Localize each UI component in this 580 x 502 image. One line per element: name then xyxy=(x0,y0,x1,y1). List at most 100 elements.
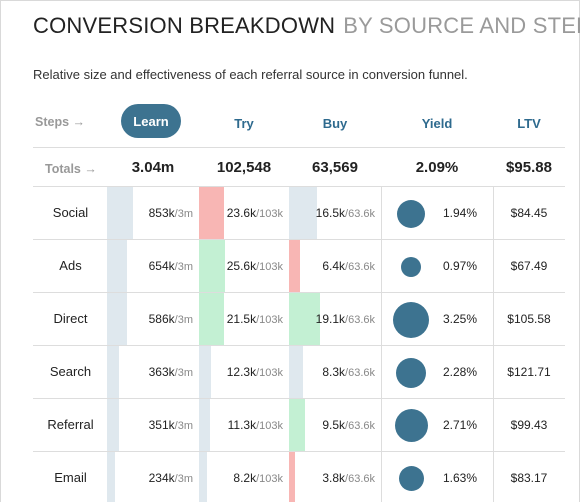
ltv-value: $83.17 xyxy=(510,471,548,485)
table-row[interactable]: Referral xyxy=(33,399,565,452)
page-title: CONVERSION BREAKDOWN BY SOURCE AND STEP xyxy=(33,13,580,39)
cell-learn: 586k/3m xyxy=(107,293,199,346)
table-row[interactable]: Search xyxy=(33,346,565,399)
cell-buy: 3.8k/63.6k xyxy=(289,452,381,502)
buy-share-bar xyxy=(289,293,320,346)
row-divider xyxy=(33,398,565,399)
try-value: 21.5k xyxy=(226,312,257,326)
buy-value: 3.8k xyxy=(322,471,346,485)
ltv-value: $105.58 xyxy=(507,312,551,326)
try-value: 11.3k xyxy=(227,418,257,432)
yield-value: 1.94% xyxy=(443,206,478,220)
ltv-value: $84.45 xyxy=(510,206,548,220)
learn-share-bar xyxy=(107,187,133,240)
learn-share-bar xyxy=(107,399,119,452)
row-divider xyxy=(33,292,565,293)
buy-total: /63.6k xyxy=(345,420,375,432)
buy-value: 8.3k xyxy=(322,365,346,379)
try-share-bar xyxy=(199,293,224,346)
cell-buy: 8.3k/63.6k xyxy=(289,346,381,399)
total-learn: 3.04m xyxy=(131,159,175,176)
learn-total: /3m xyxy=(174,208,193,220)
yield-bubble xyxy=(396,357,426,388)
row-divider xyxy=(33,239,565,240)
yield-value: 3.25% xyxy=(443,312,478,326)
title-main: CONVERSION BREAKDOWN xyxy=(33,13,336,38)
try-share-bar xyxy=(199,399,210,452)
description: Relative size and effectiveness of each … xyxy=(33,67,468,82)
ltv-column-header[interactable]: LTV xyxy=(517,115,541,131)
totals-label: Totals → xyxy=(45,162,97,176)
buy-share-bar xyxy=(289,240,300,293)
column-divider xyxy=(381,187,382,502)
learn-value: 351k xyxy=(148,418,175,432)
cell-buy: 16.5k/63.6k xyxy=(289,187,381,240)
header-divider xyxy=(33,147,565,148)
yield-value: 0.97% xyxy=(443,259,478,273)
try-total: /103k xyxy=(256,314,283,326)
learn-value: 853k xyxy=(148,206,175,220)
column-divider xyxy=(493,187,494,502)
yield-bubble xyxy=(393,301,429,338)
cell-try: 12.3k/103k xyxy=(199,346,289,399)
table-row[interactable]: Email xyxy=(33,452,565,502)
cell-try: 25.6k/103k xyxy=(199,240,289,293)
step-buy-tab[interactable]: Buy xyxy=(322,115,348,131)
learn-total: /3m xyxy=(174,261,193,273)
row-source-label: Email xyxy=(54,470,87,485)
table-row[interactable]: Direct xyxy=(33,293,565,346)
try-total: /103k xyxy=(256,367,283,379)
step-learn-button[interactable]: Learn xyxy=(121,104,181,138)
try-total: /103k xyxy=(256,208,283,220)
cell-try: 11.3k/103k xyxy=(199,399,289,452)
yield-bubble xyxy=(394,409,428,442)
table-row[interactable]: Social xyxy=(33,187,565,240)
cell-buy: 9.5k/63.6k xyxy=(289,399,381,452)
yield-value: 2.71% xyxy=(443,418,478,432)
learn-total: /3m xyxy=(174,420,193,432)
buy-share-bar xyxy=(289,187,317,240)
learn-value: 363k xyxy=(148,365,175,379)
step-try-tab[interactable]: Try xyxy=(234,115,254,131)
buy-total: /63.6k xyxy=(345,208,375,220)
row-divider xyxy=(33,345,565,346)
learn-share-bar xyxy=(107,293,127,346)
learn-value: 234k xyxy=(148,471,175,485)
buy-share-bar xyxy=(289,346,303,399)
try-share-bar xyxy=(199,452,207,502)
title-sub: BY SOURCE AND STEP xyxy=(343,13,580,38)
row-source-label: Referral xyxy=(47,417,94,432)
learn-share-bar xyxy=(107,346,119,399)
learn-total: /3m xyxy=(174,314,193,326)
yield-value: 2.28% xyxy=(443,365,478,379)
learn-value: 654k xyxy=(148,259,175,273)
yield-bubble xyxy=(401,256,421,277)
learn-share-bar xyxy=(107,240,127,293)
row-source-label: Search xyxy=(49,364,92,379)
table-row[interactable]: Ads xyxy=(33,240,565,293)
ltv-value: $99.43 xyxy=(510,418,548,432)
total-ltv: $95.88 xyxy=(506,159,552,176)
buy-value: 6.4k xyxy=(322,259,346,273)
yield-column-header[interactable]: Yield xyxy=(421,115,453,131)
try-total: /103k xyxy=(256,420,283,432)
row-source-label: Direct xyxy=(53,311,88,326)
row-source-label: Ads xyxy=(59,258,82,273)
cell-try: 23.6k/103k xyxy=(199,187,289,240)
row-source-label: Social xyxy=(52,205,89,220)
steps-label: Steps → xyxy=(35,115,86,129)
total-yield: 2.09% xyxy=(415,159,459,176)
cell-buy: 19.1k/63.6k xyxy=(289,293,381,346)
buy-total: /63.6k xyxy=(345,473,375,485)
ltv-value: $121.71 xyxy=(507,365,551,379)
try-total: /103k xyxy=(256,261,283,273)
yield-bubble xyxy=(397,199,425,228)
buy-total: /63.6k xyxy=(345,367,375,379)
buy-value: 16.5k xyxy=(315,206,346,220)
try-share-bar xyxy=(199,187,224,240)
cell-learn: 654k/3m xyxy=(107,240,199,293)
learn-total: /3m xyxy=(174,367,193,379)
buy-total: /63.6k xyxy=(345,314,375,326)
try-value: 25.6k xyxy=(226,259,257,273)
